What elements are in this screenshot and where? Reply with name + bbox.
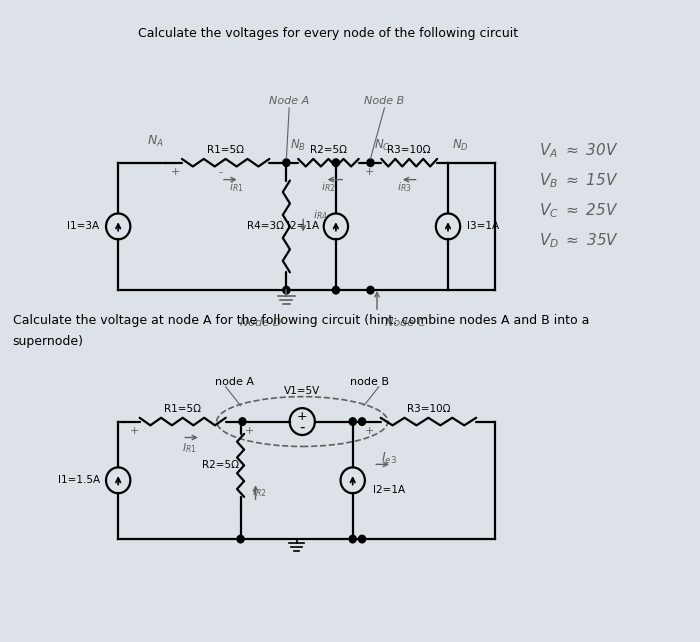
Text: Calculate the voltage at node A for the following circuit (hint: combine nodes A: Calculate the voltage at node A for the … [13,313,589,327]
Text: $I_{R1}$: $I_{R1}$ [182,442,197,455]
Text: I2=1A: I2=1A [373,485,405,495]
Circle shape [358,535,365,543]
Circle shape [239,418,246,426]
Text: Node C: Node C [386,318,426,328]
Circle shape [349,418,356,426]
Text: R4=3Ω: R4=3Ω [247,221,284,231]
Text: -: - [300,419,305,435]
Text: $i_{R2}$: $i_{R2}$ [321,180,336,195]
Text: $V_C$ $\approx$ 25V: $V_C$ $\approx$ 25V [538,201,618,220]
Text: +: + [171,167,180,177]
Circle shape [332,159,340,166]
Text: $V_A$ $\approx$ 30V: $V_A$ $\approx$ 30V [538,141,618,160]
Text: R3=10Ω: R3=10Ω [388,144,431,155]
Text: Node B: Node B [364,96,405,106]
Text: I3=1A: I3=1A [467,221,499,231]
Text: $i_{R1}$: $i_{R1}$ [230,180,244,195]
Text: supernode): supernode) [13,335,83,349]
Circle shape [358,418,365,426]
Text: R1=5Ω: R1=5Ω [164,404,201,413]
Text: $I_{R2}$: $I_{R2}$ [252,485,267,499]
Text: $N_A$: $N_A$ [147,134,164,149]
Text: $i_{R4}$: $i_{R4}$ [312,209,328,222]
Text: Calculate the voltages for every node of the following circuit: Calculate the voltages for every node of… [139,27,519,40]
Text: node A: node A [216,377,255,386]
Text: $V_D$ $\approx$ 35V: $V_D$ $\approx$ 35V [538,231,619,250]
Circle shape [283,159,290,166]
Text: +: + [130,426,139,435]
Text: $i_{R3}$: $i_{R3}$ [397,180,412,195]
Text: +: + [297,410,307,423]
Text: R1=5Ω: R1=5Ω [207,144,244,155]
Text: $I_{e3}$: $I_{e3}$ [381,451,397,466]
Text: -: - [218,167,222,177]
Text: $N_D$: $N_D$ [452,137,468,153]
Text: $N_C$: $N_C$ [374,137,391,153]
Text: node B: node B [350,377,389,386]
Circle shape [349,535,356,543]
Text: I2=1A: I2=1A [287,221,319,231]
Text: R2=5Ω: R2=5Ω [202,460,239,471]
Text: I1=1.5A: I1=1.5A [58,475,100,485]
Text: +: + [365,426,374,435]
Text: Node A: Node A [269,96,309,106]
Text: I1=3A: I1=3A [66,221,99,231]
Text: R2=5Ω: R2=5Ω [310,144,347,155]
Text: $V_B$ $\approx$ 15V: $V_B$ $\approx$ 15V [538,171,618,190]
Text: V1=5V: V1=5V [284,386,321,395]
Text: Node D: Node D [239,318,281,328]
Circle shape [332,286,340,294]
Circle shape [367,286,374,294]
Text: $N_B$: $N_B$ [290,137,306,153]
Text: +: + [244,426,253,435]
Text: R3=10Ω: R3=10Ω [407,404,450,413]
Circle shape [367,159,374,166]
Circle shape [237,535,244,543]
Circle shape [283,286,290,294]
Text: +: + [365,167,374,177]
